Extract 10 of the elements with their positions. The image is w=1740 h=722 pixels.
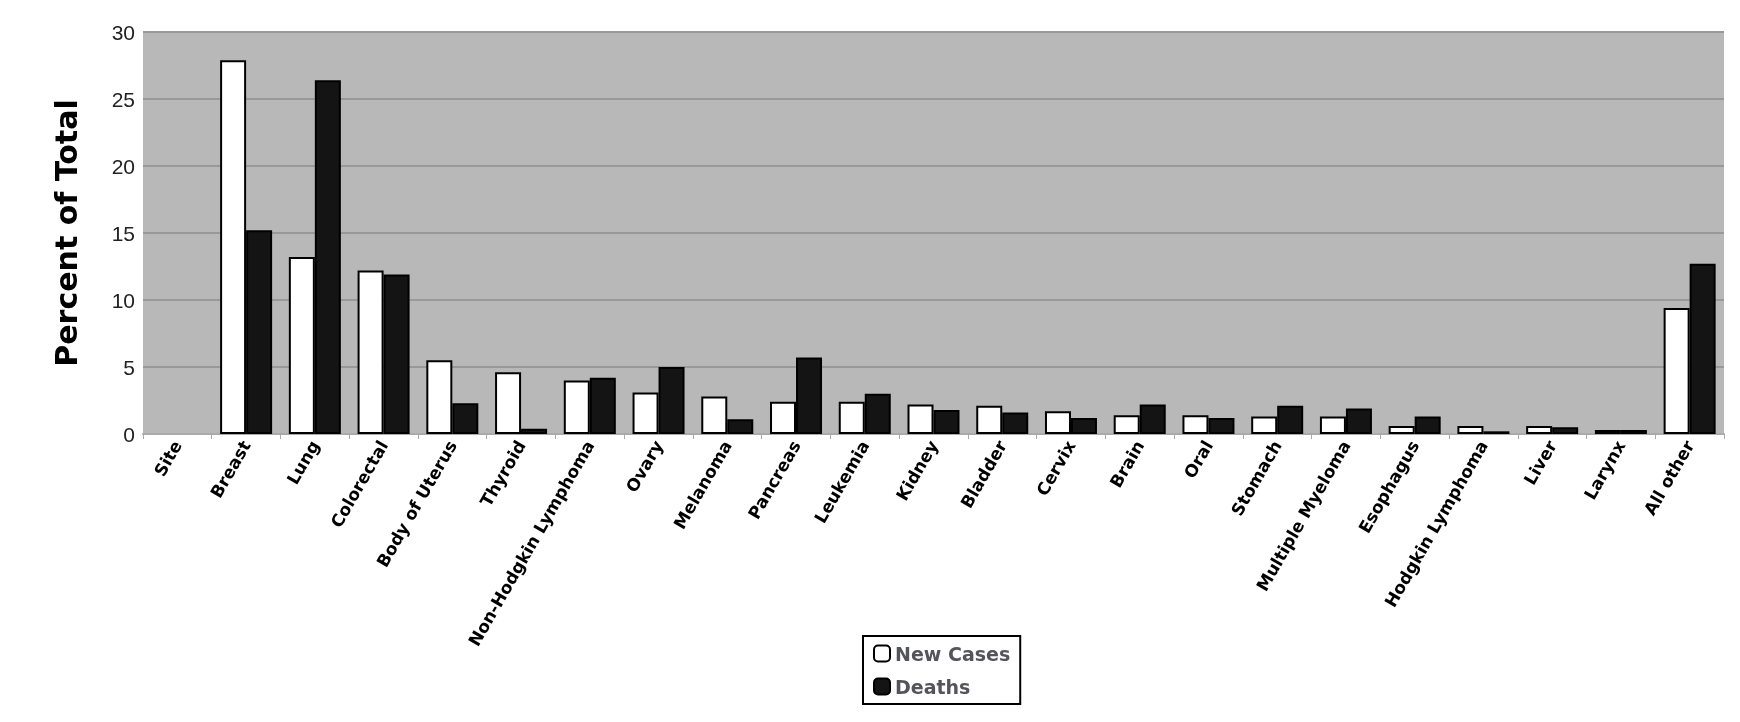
y-tick-label: 0	[123, 422, 135, 446]
y-tick-label: 25	[111, 87, 135, 111]
y-tick-label: 5	[123, 355, 135, 379]
y-tick-label: 30	[111, 20, 135, 44]
legend-label: New Cases	[895, 642, 1011, 665]
y-tick-label: 20	[111, 154, 135, 178]
y-tick-label: 10	[111, 288, 135, 312]
legend-label: Deaths	[895, 675, 971, 698]
y-axis-title: Percent of Total	[48, 99, 84, 367]
y-tick-label: 15	[111, 221, 135, 245]
